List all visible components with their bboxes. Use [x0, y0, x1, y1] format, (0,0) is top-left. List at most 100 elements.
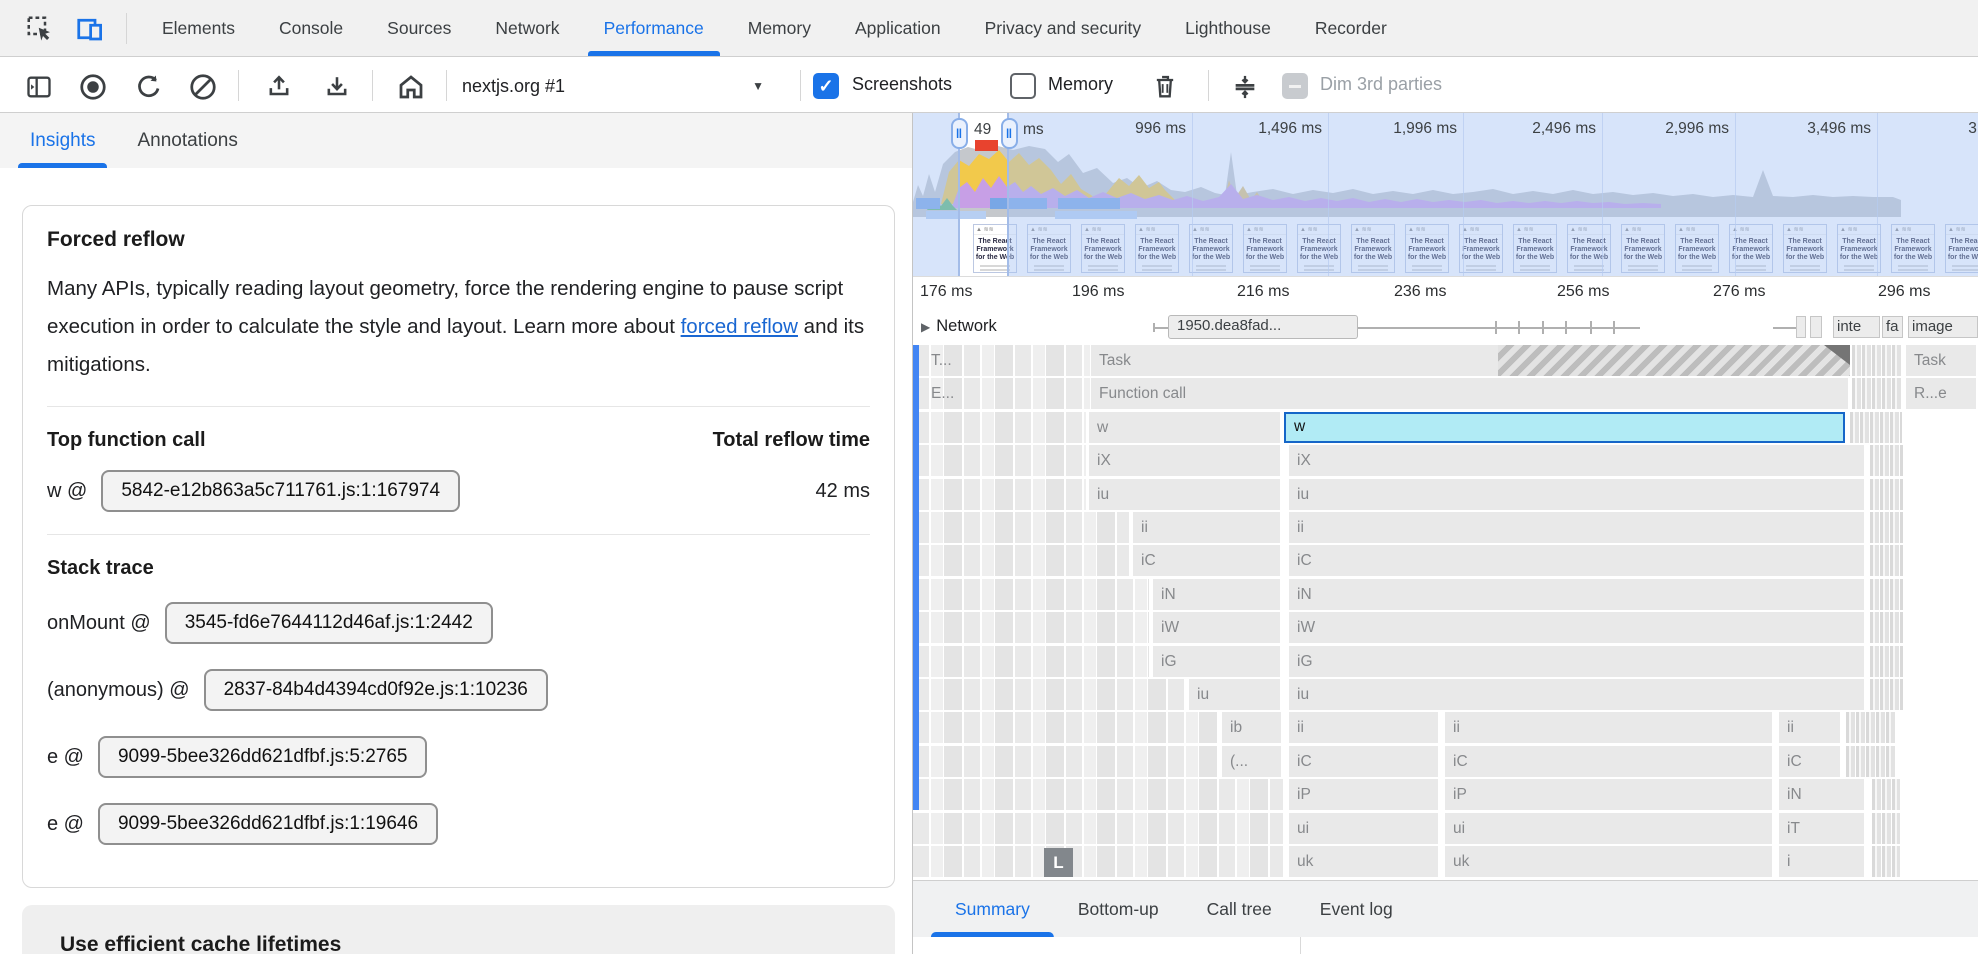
flame-event[interactable]: iu — [1088, 478, 1282, 510]
flame-event[interactable]: Function call — [1090, 378, 1850, 410]
flame-event[interactable]: ib — [1221, 712, 1283, 744]
timeline-overview[interactable]: ▲ ≋≋ The React Framework for the Web ▲ ≋≋ The… — [913, 113, 1978, 277]
history-select[interactable]: nextjs.org #1 ▼ — [462, 71, 792, 101]
load-profile-button[interactable] — [262, 70, 296, 104]
flame-fragments[interactable] — [913, 478, 1086, 510]
save-profile-button[interactable] — [320, 70, 354, 104]
flame-fragments[interactable] — [913, 612, 1149, 644]
flame-event-label[interactable]: E... — [931, 385, 955, 403]
top-call-source-link[interactable]: 5842-e12b863a5c711761.js:1:167974 — [101, 470, 461, 512]
tab-network[interactable]: Network — [495, 17, 560, 38]
flame-event-selected[interactable]: w — [1284, 411, 1845, 443]
collect-garbage-icon[interactable] — [1148, 70, 1182, 104]
inspect-element-icon[interactable] — [24, 13, 56, 45]
flame-event[interactable]: ui — [1444, 812, 1774, 844]
flame-event[interactable]: iX — [1288, 445, 1866, 477]
flame-fragments[interactable] — [913, 411, 1086, 443]
flame-fragments[interactable] — [913, 512, 1129, 543]
network-request-chip[interactable]: inte — [1833, 316, 1880, 338]
record-button[interactable] — [76, 70, 110, 104]
flame-event[interactable]: iC — [1132, 545, 1282, 577]
tab-application[interactable]: Application — [854, 17, 941, 38]
tab-privacy-and-security[interactable]: Privacy and security — [984, 17, 1142, 38]
shortcuts-dialog-icon[interactable] — [1228, 70, 1262, 104]
flame-event[interactable]: iP — [1288, 779, 1440, 811]
flame-event[interactable]: iP — [1444, 779, 1774, 811]
flame-event[interactable]: iN — [1152, 578, 1282, 610]
flame-event[interactable]: w — [1088, 411, 1282, 443]
flame-event[interactable]: iu — [1288, 478, 1866, 510]
details-tab-summary[interactable]: Summary — [931, 881, 1054, 937]
network-request-chip[interactable] — [1810, 316, 1822, 338]
tab-console[interactable]: Console — [278, 17, 344, 38]
flame-event[interactable]: iC — [1444, 745, 1774, 777]
flame-fragments[interactable] — [913, 712, 1218, 744]
flame-event[interactable]: ii — [1288, 712, 1440, 744]
flame-fragments[interactable] — [913, 445, 1086, 477]
network-track[interactable]: ▶ Network 1950.dea8fad... inte fa image — [913, 310, 1978, 345]
flame-event[interactable]: iX — [1088, 445, 1282, 477]
network-track-label[interactable]: ▶ Network — [921, 317, 997, 335]
flame-event[interactable]: iT — [1778, 812, 1866, 844]
network-request-chip[interactable]: fa — [1882, 316, 1903, 338]
details-tab-bottom-up[interactable]: Bottom-up — [1077, 898, 1159, 919]
flame-event[interactable]: ii — [1288, 512, 1866, 543]
disclosure-triangle-icon[interactable]: ▶ — [921, 320, 931, 334]
flame-event[interactable]: Task — [1905, 345, 1978, 376]
flame-fragments[interactable] — [913, 679, 1185, 710]
clear-recording-button[interactable] — [186, 70, 220, 104]
toggle-sidebar-button[interactable] — [22, 70, 56, 104]
main-thread-flamechart[interactable]: T... Task Task E... Function call R...e w w iX iX… — [913, 345, 1978, 880]
forced-reflow-link[interactable]: forced reflow — [680, 315, 798, 338]
flame-event[interactable]: iN — [1778, 779, 1866, 811]
flame-event-label[interactable]: T... — [931, 352, 952, 369]
window-right-handle[interactable]: ‖ — [1001, 118, 1018, 149]
network-request-chip[interactable] — [1796, 316, 1806, 338]
flame-event[interactable]: iG — [1288, 645, 1866, 677]
flame-event[interactable]: iC — [1288, 745, 1440, 777]
stack-frame-source-link[interactable]: 9099-5bee326dd621dfbf.js:5:2765 — [97, 736, 428, 778]
flame-fragments[interactable] — [913, 745, 1218, 777]
flame-fragments[interactable] — [913, 378, 1091, 410]
flame-event[interactable]: i — [1778, 846, 1866, 877]
cache-lifetimes-card[interactable]: Use efficient cache lifetimes — [22, 905, 895, 954]
tab-performance[interactable]: Performance — [582, 0, 726, 56]
stack-frame-source-link[interactable]: 9099-5bee326dd621dfbf.js:1:19646 — [97, 803, 439, 845]
tab-sources[interactable]: Sources — [387, 17, 452, 38]
flame-fragments[interactable] — [913, 578, 1149, 610]
tab-recorder[interactable]: Recorder — [1314, 17, 1387, 38]
flame-event[interactable]: R...e — [1905, 378, 1978, 410]
flame-fragments[interactable] — [913, 545, 1129, 577]
flame-event[interactable]: ui — [1288, 812, 1440, 844]
flame-event[interactable]: iC — [1288, 545, 1866, 577]
window-left-handle[interactable]: ‖ — [951, 118, 968, 149]
flame-event[interactable]: iW — [1288, 612, 1866, 644]
flame-event[interactable]: iW — [1152, 612, 1282, 644]
tab-lighthouse[interactable]: Lighthouse — [1185, 17, 1271, 38]
flame-fragments[interactable] — [913, 846, 1283, 877]
flame-event[interactable]: ii — [1132, 512, 1282, 543]
flame-fragments[interactable] — [913, 345, 1091, 376]
flame-fragments[interactable] — [913, 812, 1283, 844]
stack-frame-source-link[interactable]: 2837-84b4d4394cd0f92e.js:1:10236 — [203, 669, 548, 711]
tab-elements[interactable]: Elements — [162, 17, 235, 38]
memory-checkbox[interactable] — [1010, 73, 1036, 99]
flame-event-hatched[interactable] — [1498, 345, 1850, 376]
flame-event[interactable]: iu — [1188, 679, 1282, 710]
flame-event[interactable]: iG — [1152, 645, 1282, 677]
tab-memory[interactable]: Memory — [747, 17, 811, 38]
